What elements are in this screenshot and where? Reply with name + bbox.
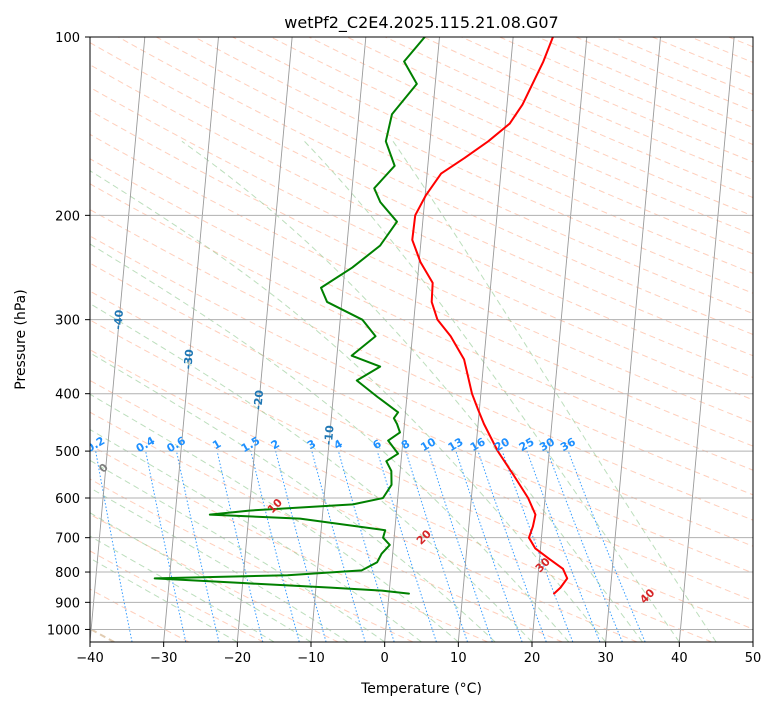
isotherm-label: -20 bbox=[251, 389, 266, 410]
y-tick-label: 500 bbox=[55, 445, 80, 460]
x-tick-label: 20 bbox=[524, 651, 541, 666]
dry-adiabat-line bbox=[90, 513, 339, 642]
isotherm-line bbox=[457, 37, 514, 642]
dry-adiabat-line bbox=[90, 478, 414, 642]
y-tick-label: 1000 bbox=[47, 623, 80, 638]
dry-adiabat-line bbox=[117, 37, 753, 335]
isotherm-label: -10 bbox=[322, 424, 337, 445]
plot-frame bbox=[89, 36, 754, 643]
y-axis-label: Pressure (hPa) bbox=[13, 289, 29, 389]
x-tick-label: 40 bbox=[671, 651, 688, 666]
y-tick-label: 400 bbox=[55, 388, 80, 403]
isotherm-label: -50 bbox=[41, 267, 56, 288]
dry-adiabat-line bbox=[90, 110, 753, 424]
dewpoint-profile-line bbox=[153, 37, 426, 595]
dry-adiabat-line bbox=[767, 37, 775, 642]
x-tick-label: −40 bbox=[76, 651, 103, 666]
mixing-ratio-line bbox=[477, 450, 547, 642]
y-tick-label: 900 bbox=[55, 596, 80, 611]
mixing-ratio-line bbox=[337, 450, 395, 642]
mixing-ratio-line bbox=[216, 450, 264, 642]
x-tick-label: −20 bbox=[224, 651, 251, 666]
y-tick-label: 300 bbox=[55, 314, 80, 329]
isotherm-line bbox=[531, 37, 588, 642]
mixing-ratio-line bbox=[250, 450, 300, 642]
dry-adiabat-line bbox=[90, 262, 753, 574]
dry-adiabat-line bbox=[90, 290, 753, 602]
isotherm-line bbox=[678, 37, 735, 642]
dry-adiabat-line bbox=[90, 86, 753, 401]
x-tick-label: 50 bbox=[745, 651, 762, 666]
dry-adiabat-line bbox=[270, 37, 753, 255]
y-tick-label: 700 bbox=[55, 532, 80, 547]
x-tick-label: 0 bbox=[381, 651, 389, 666]
mixing-ratio-line bbox=[275, 450, 327, 642]
mixing-ratio-line bbox=[95, 451, 133, 642]
x-tick-label: −30 bbox=[150, 651, 177, 666]
mixing-ratio-line bbox=[567, 450, 646, 642]
dry-adiabat-line bbox=[232, 37, 753, 274]
dry-adiabat-line bbox=[194, 37, 753, 294]
isotherm-line bbox=[90, 37, 146, 642]
chart-title: wetPf2_C2E4.2025.115.21.08.G07 bbox=[284, 13, 558, 33]
isotherm-line bbox=[752, 637, 753, 642]
dry-adiabat-line bbox=[90, 133, 753, 447]
mixing-ratio-line bbox=[176, 450, 220, 642]
dry-adiabat-line bbox=[90, 158, 753, 471]
dry-adiabat-line bbox=[90, 42, 753, 357]
isotherm-label: -30 bbox=[181, 348, 196, 369]
dry-adiabat-line bbox=[90, 379, 638, 642]
y-tick-label: 800 bbox=[55, 566, 80, 581]
isotherm-line bbox=[384, 37, 440, 642]
x-tick-label: 30 bbox=[597, 651, 614, 666]
temperature-profile-line bbox=[411, 37, 569, 595]
isotherm-line bbox=[236, 37, 293, 642]
isotherm-line bbox=[605, 37, 661, 642]
x-tick-label: −10 bbox=[297, 651, 324, 666]
mixing-ratio-line bbox=[311, 450, 366, 642]
y-tick-label: 600 bbox=[55, 492, 80, 507]
dry-adiabat-line bbox=[90, 411, 563, 642]
dry-adiabat-line bbox=[156, 37, 753, 315]
isotherm-line bbox=[163, 37, 219, 642]
mixing-ratio-line bbox=[145, 451, 187, 642]
mixing-ratio-line bbox=[455, 450, 523, 642]
mixing-ratio-line bbox=[501, 450, 574, 642]
x-axis-label: Temperature (°C) bbox=[360, 681, 482, 697]
y-tick-label: 100 bbox=[55, 31, 80, 46]
mixing-ratio-line bbox=[526, 450, 601, 642]
x-tick-label: 10 bbox=[450, 651, 467, 666]
mixing-ratio-line bbox=[546, 450, 623, 642]
isotherm-line bbox=[310, 37, 367, 642]
dry-adiabat-line bbox=[90, 64, 753, 379]
isotherm-label: -40 bbox=[111, 309, 126, 330]
y-tick-label: 200 bbox=[55, 209, 80, 224]
plot-background bbox=[90, 37, 753, 642]
dry-adiabat-line bbox=[90, 183, 753, 496]
